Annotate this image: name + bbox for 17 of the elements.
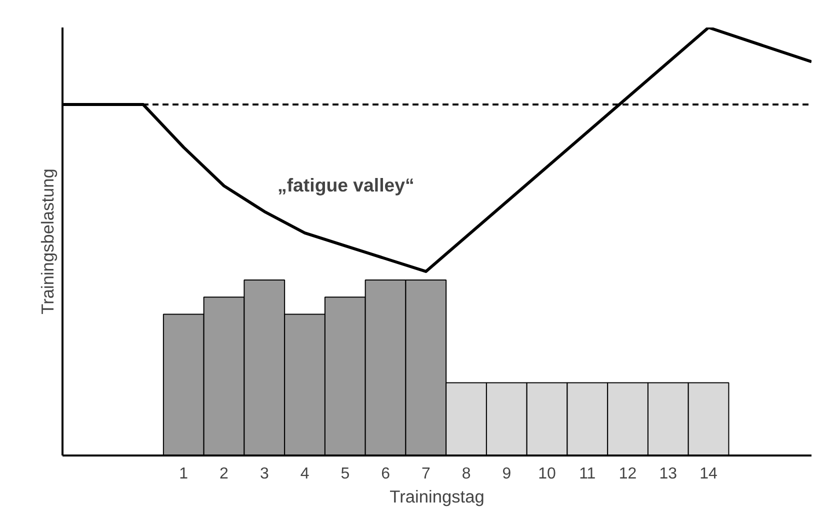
x-tick-label: 13 bbox=[659, 466, 678, 482]
x-tick-label: 12 bbox=[618, 466, 637, 482]
x-tick-label: 8 bbox=[462, 466, 471, 482]
x-tick-label: 10 bbox=[538, 466, 556, 482]
x-tick-label: 1 bbox=[179, 466, 188, 482]
x-tick-label: 4 bbox=[300, 466, 310, 482]
x-tick-label: 6 bbox=[381, 466, 390, 482]
x-tick-label: 5 bbox=[340, 466, 350, 482]
x-tick-label: 11 bbox=[579, 466, 596, 482]
annotation: „fatigue valley“ bbox=[278, 174, 414, 196]
x-tick-label: 14 bbox=[700, 466, 718, 482]
x-tick-label: 2 bbox=[220, 466, 229, 482]
x-tick-label: 3 bbox=[260, 466, 269, 482]
x-axis-title: Trainingstag bbox=[390, 486, 484, 506]
y-axis-title: Trainingsbelastung bbox=[38, 168, 58, 314]
x-tick-label: 9 bbox=[502, 466, 512, 482]
x-tick-label: 7 bbox=[421, 466, 430, 482]
